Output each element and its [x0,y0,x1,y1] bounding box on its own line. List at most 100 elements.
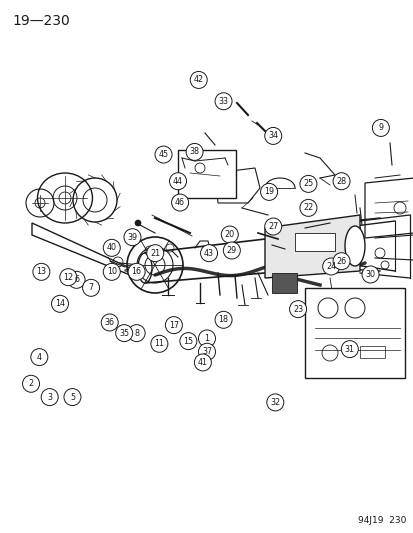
Text: 17: 17 [169,321,178,329]
Text: 24: 24 [325,262,335,271]
Text: 1: 1 [204,334,209,343]
Circle shape [200,245,217,262]
Text: 16: 16 [131,268,141,276]
Circle shape [185,143,203,160]
Text: 19—230: 19—230 [12,14,69,28]
Text: 8: 8 [134,329,139,337]
Circle shape [146,245,164,262]
Text: 5: 5 [70,393,75,401]
Text: 18: 18 [218,316,228,324]
Circle shape [340,341,358,358]
Circle shape [115,325,133,342]
Circle shape [179,333,197,350]
Text: 34: 34 [268,132,278,140]
Circle shape [41,389,58,406]
Circle shape [51,295,69,312]
Text: 7: 7 [88,284,93,292]
Text: 23: 23 [292,305,302,313]
Text: 42: 42 [193,76,203,84]
Text: 10: 10 [107,268,116,276]
Text: 35: 35 [119,329,129,337]
Circle shape [150,335,168,352]
Ellipse shape [38,173,92,223]
Polygon shape [264,215,359,278]
Circle shape [194,354,211,371]
Text: 13: 13 [36,268,46,276]
Text: 30: 30 [365,270,375,279]
Text: 43: 43 [204,249,214,257]
Circle shape [371,119,389,136]
Text: 39: 39 [127,233,137,241]
Circle shape [361,266,378,283]
Circle shape [123,229,141,246]
Text: 19: 19 [263,188,273,196]
Circle shape [64,389,81,406]
Bar [359,346,384,358]
Text: 44: 44 [173,177,183,185]
Circle shape [223,242,240,259]
Circle shape [135,220,141,226]
Text: 40: 40 [107,244,116,252]
Circle shape [266,394,283,411]
Text: 9: 9 [377,124,382,132]
Circle shape [171,194,188,211]
Text: 94J19  230: 94J19 230 [357,516,405,525]
Text: 4: 4 [37,353,42,361]
Bar [294,233,334,251]
Circle shape [332,173,349,190]
Text: 45: 45 [158,150,168,159]
Text: 20: 20 [224,230,234,239]
Text: 2: 2 [28,379,33,388]
Circle shape [31,349,48,366]
Circle shape [299,175,316,192]
Circle shape [82,279,100,296]
Bar [271,273,296,293]
Text: 14: 14 [55,300,65,308]
Circle shape [128,263,145,280]
Ellipse shape [138,253,152,283]
Text: 38: 38 [189,148,199,156]
Text: 28: 28 [336,177,346,185]
Circle shape [289,301,306,318]
Text: 12: 12 [63,273,73,281]
Circle shape [169,173,186,190]
Text: 26: 26 [336,257,346,265]
Circle shape [260,183,277,200]
Circle shape [101,314,118,331]
Circle shape [59,269,77,286]
Ellipse shape [344,226,364,266]
Text: 21: 21 [150,249,160,257]
Bar [304,288,404,378]
Text: 22: 22 [303,204,313,212]
Text: 15: 15 [183,337,193,345]
Circle shape [214,311,232,328]
Circle shape [22,375,40,392]
Text: 11: 11 [154,340,164,348]
Circle shape [165,317,182,334]
Text: 36: 36 [104,318,114,327]
Text: 29: 29 [226,246,236,255]
Text: 37: 37 [202,348,211,356]
Circle shape [103,239,120,256]
Circle shape [264,218,281,235]
Text: 6: 6 [74,276,79,284]
Text: 32: 32 [270,398,280,407]
Circle shape [198,343,215,360]
Text: 27: 27 [268,222,278,231]
Circle shape [68,271,85,288]
Text: 31: 31 [344,345,354,353]
Bar [178,150,235,198]
Circle shape [221,226,238,243]
Circle shape [322,258,339,275]
Circle shape [198,330,215,347]
Circle shape [33,263,50,280]
Text: 25: 25 [303,180,313,188]
Circle shape [190,71,207,88]
Text: 41: 41 [197,358,207,367]
Circle shape [332,253,349,270]
Circle shape [103,263,120,280]
Text: 3: 3 [47,393,52,401]
Text: 46: 46 [175,198,185,207]
Polygon shape [32,223,130,275]
Circle shape [264,127,281,144]
